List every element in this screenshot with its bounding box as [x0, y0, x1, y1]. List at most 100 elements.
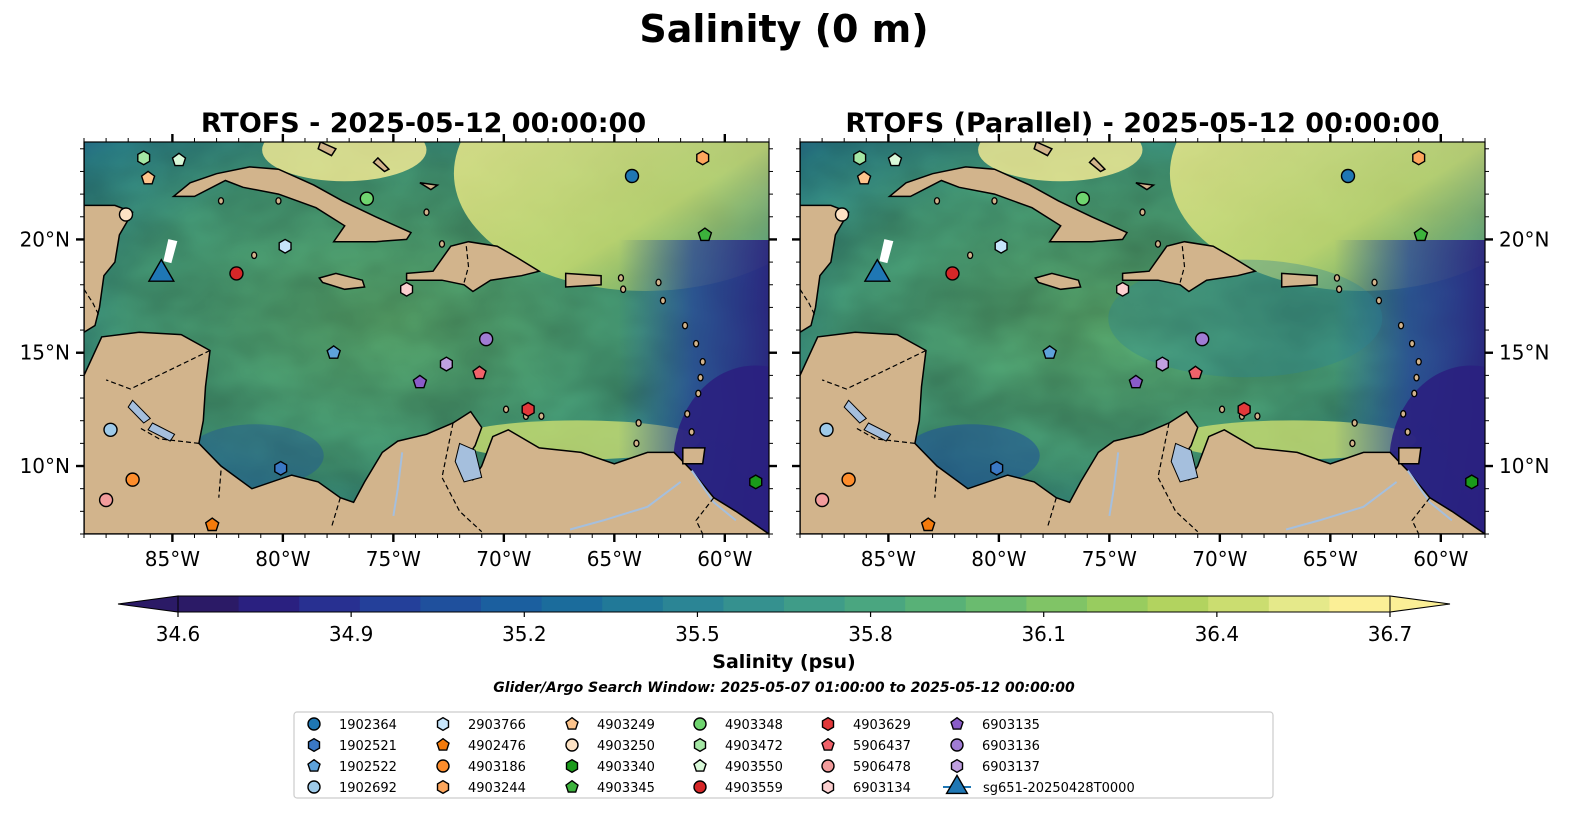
colorbar-swatch	[1268, 596, 1330, 612]
glider-marker	[147, 258, 176, 282]
legend-entry: 4903244	[436, 779, 526, 796]
float-marker	[697, 227, 713, 242]
float-marker	[853, 150, 867, 166]
lat-tick-label: 10°N	[20, 454, 70, 478]
legend-label: 6903136	[982, 739, 1040, 754]
panel-title: RTOFS - 2025-05-12 00:00:00	[201, 108, 646, 139]
legend-entry: 4903550	[693, 758, 783, 775]
lake	[127, 399, 152, 424]
legend-marker	[693, 758, 707, 772]
legend-entry: 4903559	[693, 780, 783, 796]
legend-entry: 4903186	[436, 759, 526, 775]
float-marker	[400, 281, 414, 297]
colorbar-tick-label: 34.6	[156, 622, 201, 646]
legend-entry: 4903340	[565, 758, 655, 775]
lake	[147, 422, 176, 442]
colorbar-swatch	[541, 596, 603, 612]
colorbar-swatch	[420, 596, 482, 612]
legend-label: sg651-20250428T0000	[983, 781, 1135, 796]
legend-marker	[307, 780, 321, 794]
colorbar-swatch	[1087, 596, 1149, 612]
legend: 1902364 1902521 1902522 1902692 2903766 49024…	[293, 711, 1274, 799]
legend-label: 6903137	[982, 760, 1040, 775]
lake	[843, 399, 868, 424]
colorbar-extend-low	[117, 595, 179, 613]
legend-entry: 6903136	[950, 738, 1040, 754]
legend-entry: 6903135	[950, 716, 1040, 733]
legend-marker	[565, 758, 579, 774]
lon-tick-label: 65°W	[1303, 547, 1358, 571]
float-marker	[140, 170, 156, 185]
land-jamaica	[318, 272, 366, 291]
colorbar-swatch	[178, 596, 240, 612]
legend-marker	[693, 717, 707, 731]
lon-tick-label: 80°W	[971, 547, 1026, 571]
float-marker	[125, 472, 140, 487]
land-bahamas2	[1088, 156, 1107, 173]
legend-entry: 4903250	[565, 738, 655, 754]
land-bahamas2	[372, 156, 391, 173]
legend-label: 1902521	[339, 739, 397, 754]
lat-tick-label: 15°N	[20, 341, 70, 365]
panel-title: RTOFS (Parallel) - 2025-05-12 00:00:00	[845, 108, 1439, 139]
float-marker	[1075, 191, 1091, 206]
lat-tick-label: 20°N	[20, 227, 70, 251]
float-marker	[1194, 331, 1210, 347]
legend-entry: 1902522	[307, 758, 397, 775]
legend-entry: 4903345	[565, 779, 655, 796]
map-panel-2: 85°W 80°W 75°W 70°W 65°W 60°W 10°N 15°N 20°N RTOF…	[792, 108, 1549, 571]
map-panel-1: 85°W 80°W 75°W 70°W 65°W 60°W 10°N 15°N 20°N RTOF…	[20, 108, 777, 571]
colorbar-tick-label: 35.2	[502, 622, 547, 646]
colorbar-swatch	[481, 596, 543, 612]
legend-marker	[307, 737, 321, 753]
float-marker	[274, 460, 288, 476]
land-bahamas3	[1135, 182, 1156, 191]
legend-label: 4903559	[725, 781, 783, 796]
float-marker	[841, 472, 856, 487]
colorbar-swatch	[602, 596, 664, 612]
map-frame	[83, 141, 770, 535]
float-marker	[814, 492, 830, 508]
legend-entry: 1902692	[307, 780, 397, 796]
colorbar-tick-label: 36.4	[1195, 622, 1240, 646]
legend-label: 4903250	[597, 739, 655, 754]
legend-box	[293, 711, 1274, 799]
float-marker	[920, 517, 936, 532]
colorbar-swatch	[299, 596, 361, 612]
float-marker	[1128, 374, 1144, 389]
legend-marker	[307, 758, 321, 772]
legend-label: 6903135	[982, 718, 1040, 733]
legend-marker	[436, 737, 450, 751]
float-marker	[1237, 401, 1251, 418]
legend-marker	[565, 738, 579, 752]
float-marker	[521, 401, 535, 418]
float-marker	[326, 345, 342, 359]
float-marker	[204, 517, 220, 532]
legend-marker	[950, 758, 964, 774]
glider-track	[163, 239, 178, 264]
search-window-text: Glider/Argo Search Window: 2025-05-07 01…	[493, 680, 1075, 696]
lat-tick-label: 15°N	[1499, 341, 1549, 365]
colorbar: 34.6 34.9 35.2 35.5 35.8 36.1 36.4 36.7	[117, 595, 1451, 646]
legend-entry: 6903134	[821, 779, 911, 796]
float-marker	[118, 207, 134, 222]
legend-marker	[436, 716, 450, 732]
legend-label: 4902476	[468, 739, 526, 754]
lon-tick-label: 70°W	[476, 547, 531, 571]
colorbar-swatch	[784, 596, 846, 612]
colorbar-swatch	[1208, 596, 1270, 612]
land-cuba	[171, 166, 413, 243]
legend-marker	[565, 779, 579, 793]
legend-label: 4903345	[597, 781, 655, 796]
land-jamaica	[1034, 272, 1082, 291]
land-trinidad	[1398, 447, 1422, 465]
legend-label: 4903550	[725, 760, 783, 775]
float-marker	[359, 191, 375, 206]
legend-entry: 6903137	[950, 758, 1040, 775]
legend-label: 5906437	[853, 739, 911, 754]
legend-label: 4903186	[468, 760, 526, 775]
land-hispaniola	[405, 240, 542, 293]
lat-tick-label: 10°N	[1499, 454, 1549, 478]
lon-tick-label: 75°W	[366, 547, 421, 571]
